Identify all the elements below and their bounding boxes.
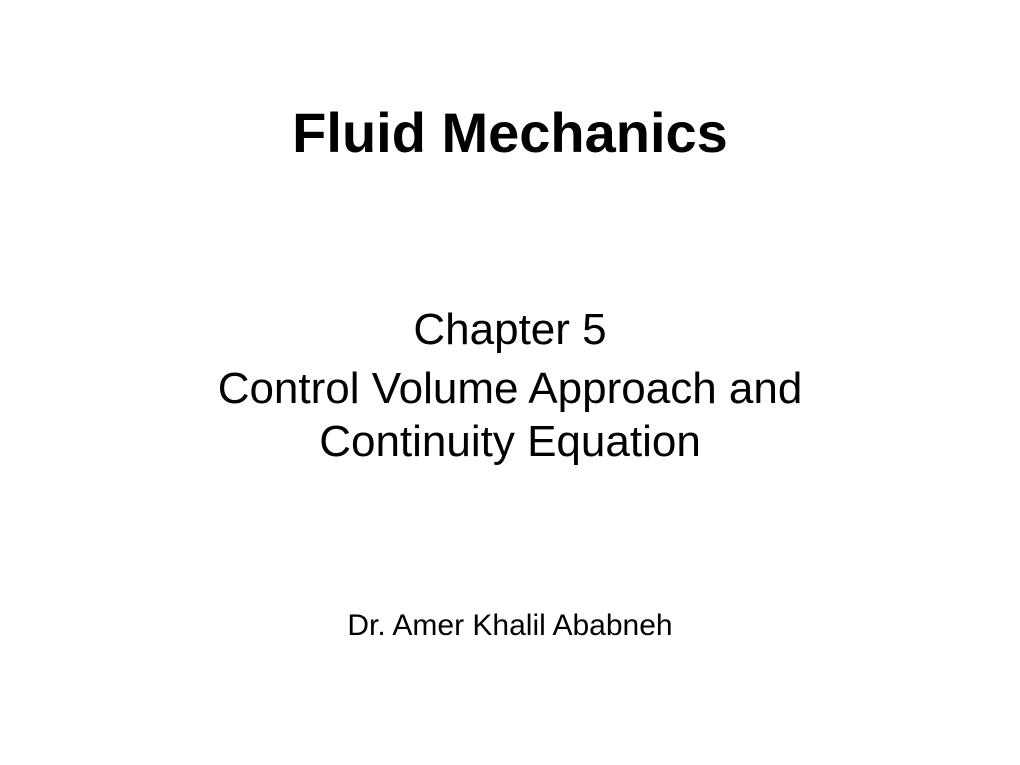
author-name: Dr. Amer Khalil Ababneh bbox=[347, 609, 672, 643]
chapter-title-line2: Continuity Equation bbox=[319, 417, 701, 466]
chapter-title: Control Volume Approach and Continuity E… bbox=[218, 363, 803, 469]
main-title: Fluid Mechanics bbox=[292, 100, 728, 165]
chapter-number: Chapter 5 bbox=[413, 305, 606, 355]
chapter-title-line1: Control Volume Approach and bbox=[218, 364, 803, 413]
